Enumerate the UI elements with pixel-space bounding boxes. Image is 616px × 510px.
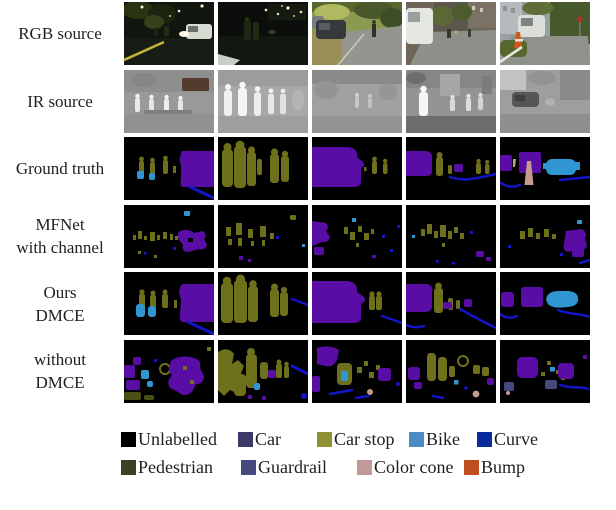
legend-item-color-cone: Color cone bbox=[357, 457, 453, 478]
legend-item-guardrail: Guardrail bbox=[241, 457, 327, 478]
curve-swatch-icon bbox=[477, 432, 492, 447]
mfnet-result-scene3 bbox=[312, 204, 402, 268]
rgb-image-scene4 bbox=[406, 2, 496, 65]
row-label-rgb-source: RGB source bbox=[0, 2, 120, 65]
legend-label: Bike bbox=[426, 429, 460, 449]
mfnet-result-scene2 bbox=[218, 204, 308, 268]
legend-label: Guardrail bbox=[258, 457, 327, 477]
ours-result-scene1 bbox=[124, 272, 214, 335]
mfnet-result-scene1 bbox=[124, 204, 214, 268]
color-cone-swatch-icon bbox=[357, 460, 372, 475]
ground-truth-map-scene1 bbox=[124, 137, 214, 200]
legend-label: Color cone bbox=[374, 457, 454, 477]
ground-truth-map-scene5 bbox=[500, 137, 590, 200]
ours-result-scene3 bbox=[312, 272, 402, 335]
rgb-image-scene2 bbox=[218, 2, 308, 65]
without-result-scene5 bbox=[500, 339, 590, 403]
without-result-scene2 bbox=[218, 339, 308, 403]
row-label-line: DMCE bbox=[35, 305, 85, 325]
legend-item-pedestrian: Pedestrian bbox=[121, 457, 213, 478]
ir-image-scene3 bbox=[312, 69, 402, 133]
legend-label: Unlabelled bbox=[138, 429, 217, 449]
ground-truth-map-scene3 bbox=[312, 137, 402, 200]
ir-image-scene2 bbox=[218, 69, 308, 133]
rgb-image-scene5 bbox=[500, 2, 590, 65]
ir-image-scene4 bbox=[406, 69, 496, 133]
car-swatch-icon bbox=[238, 432, 253, 447]
rgb-image-scene1 bbox=[124, 2, 214, 65]
legend-item-unlabelled: Unlabelled bbox=[121, 429, 217, 450]
row-label-line: MFNet bbox=[35, 215, 85, 234]
legend-item-car: Car bbox=[238, 429, 281, 450]
legend-item-bike: Bike bbox=[409, 429, 460, 450]
legend-label: Car bbox=[255, 429, 281, 449]
unlabelled-swatch-icon bbox=[121, 432, 136, 447]
without-result-scene4 bbox=[406, 339, 496, 403]
rgb-image-scene3 bbox=[312, 2, 402, 65]
row-label-mfnet: MFNet with channel bbox=[0, 205, 120, 268]
row-label-line: Ours bbox=[43, 282, 77, 302]
legend-label: Car stop bbox=[334, 429, 395, 449]
car-stop-swatch-icon bbox=[317, 432, 332, 447]
row-label-line: with channel bbox=[16, 238, 104, 257]
without-result-scene1 bbox=[124, 339, 214, 403]
legend-item-curve: Curve bbox=[477, 429, 538, 450]
pedestrian-swatch-icon bbox=[121, 460, 136, 475]
guardrail-swatch-icon bbox=[241, 460, 256, 475]
legend-item-car-stop: Car stop bbox=[317, 429, 395, 450]
row-label-line: without bbox=[34, 350, 86, 369]
row-label-ours-dmce: Ours DMCE bbox=[0, 272, 120, 335]
legend-label: Pedestrian bbox=[138, 457, 213, 477]
ours-result-scene4 bbox=[406, 272, 496, 335]
row-label-line: IR source bbox=[27, 91, 93, 111]
ir-image-scene5 bbox=[500, 69, 590, 133]
bike-swatch-icon bbox=[409, 432, 424, 447]
mfnet-result-scene4 bbox=[406, 204, 496, 268]
ground-truth-map-scene4 bbox=[406, 137, 496, 200]
row-label-without-dmce: without DMCE bbox=[0, 340, 120, 403]
row-label-line: Ground truth bbox=[15, 159, 105, 178]
without-result-scene3 bbox=[312, 339, 402, 403]
legend-label: Curve bbox=[494, 429, 538, 449]
row-label-line: DMCE bbox=[35, 373, 85, 392]
legend-label: Bump bbox=[481, 457, 526, 477]
bump-swatch-icon bbox=[464, 460, 479, 475]
ours-result-scene2 bbox=[218, 272, 308, 335]
image-grid: RGB source bbox=[0, 2, 590, 403]
row-label-ir-source: IR source bbox=[0, 70, 120, 133]
row-label-ground-truth: Ground truth bbox=[0, 137, 120, 200]
legend-item-bump: Bump bbox=[464, 457, 525, 478]
row-label-line: RGB source bbox=[18, 24, 102, 43]
ours-result-scene5 bbox=[500, 272, 590, 335]
mfnet-result-scene5 bbox=[500, 204, 590, 268]
ir-image-scene1 bbox=[124, 69, 214, 133]
ground-truth-map-scene2 bbox=[218, 137, 308, 200]
